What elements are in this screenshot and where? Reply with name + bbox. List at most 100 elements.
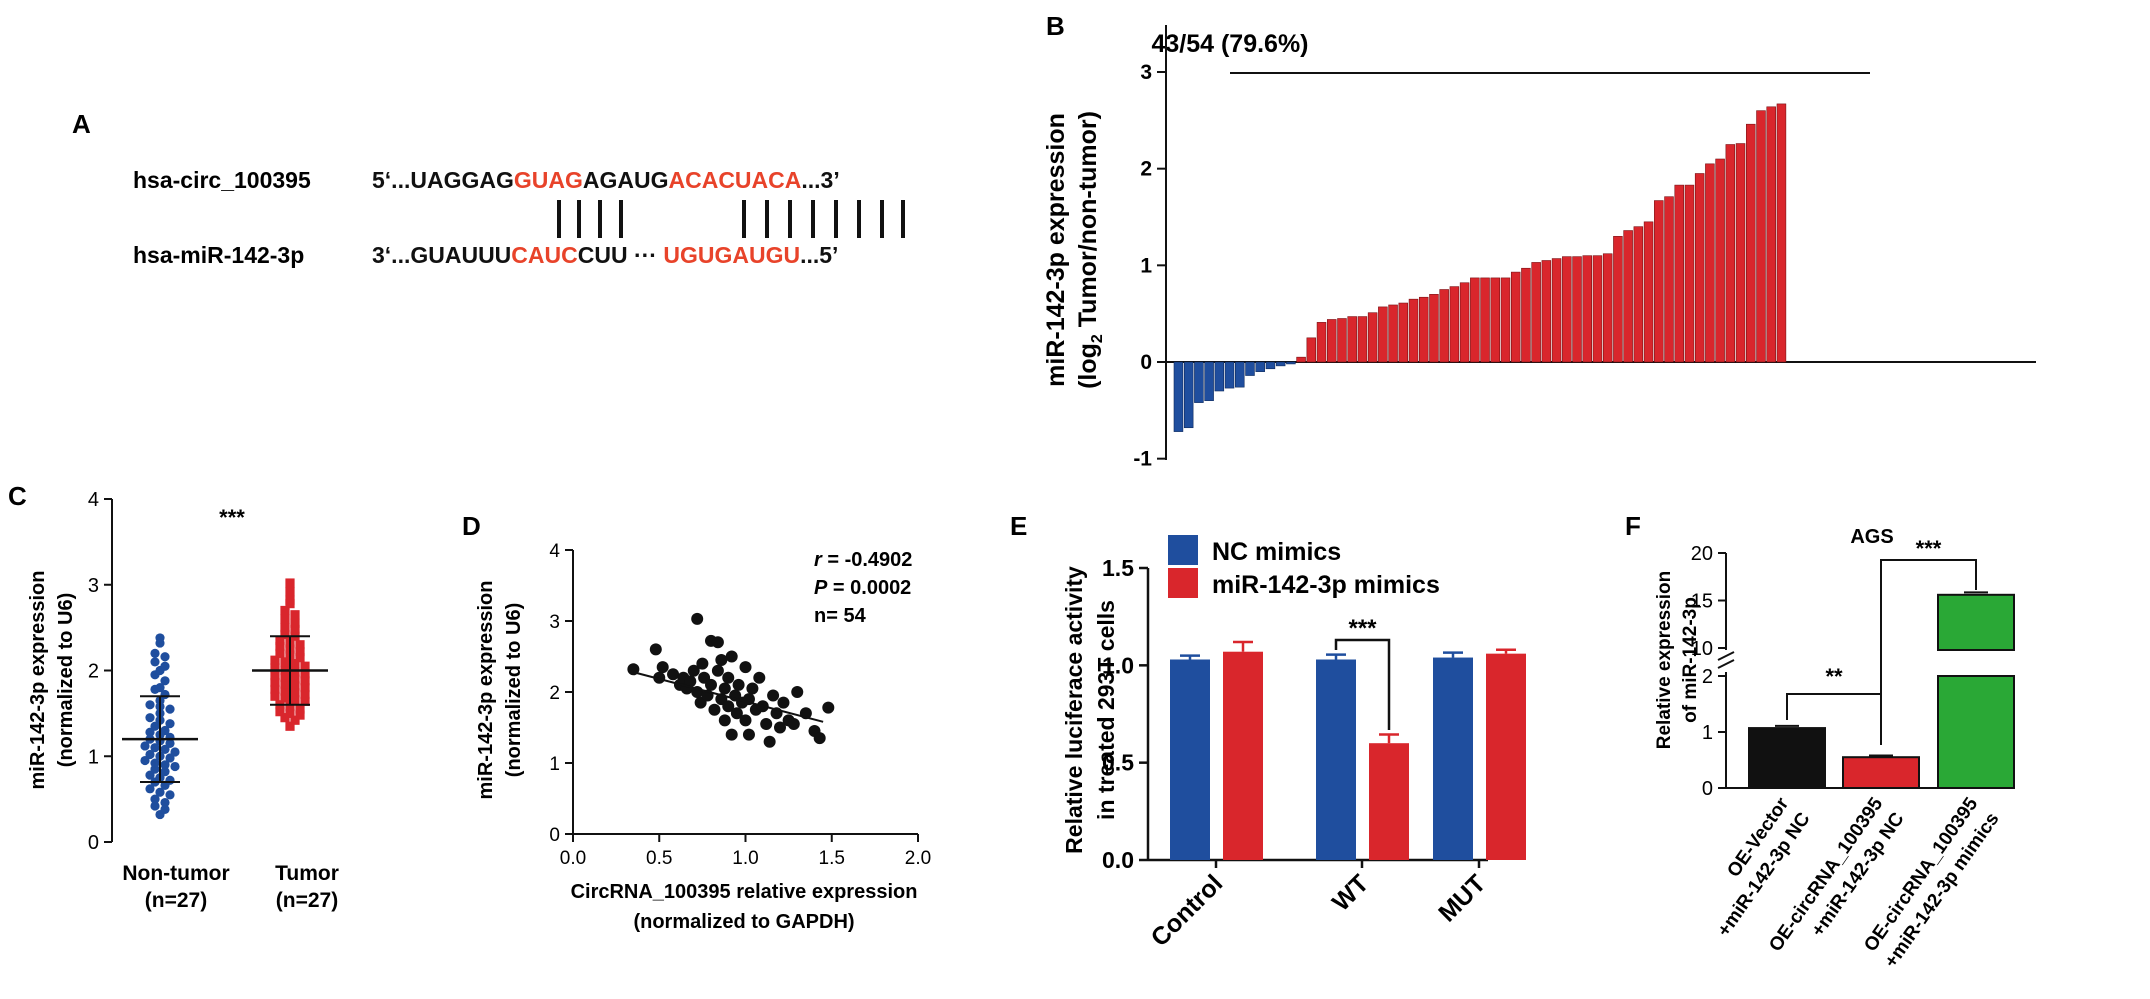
c-point-1-15: [290, 688, 300, 698]
e-ytick-label-1: 0.5: [1102, 750, 1134, 776]
f-xtick-label-1: OE-circRNA_100395+miR-142-3p NC: [1765, 794, 1908, 956]
circ-rna-name: hsa-circ_100395: [133, 167, 311, 193]
panel-b-waterfall-chart: B 43/54 (79.6%) miR-142-3p expression (l…: [1042, 11, 2036, 471]
c-point-1-36: [275, 641, 285, 652]
c-point-1-44: [280, 623, 290, 633]
b-bar-40: [1582, 255, 1593, 363]
e-axes: 0.0 0.5 1.0 1.5 Control WT MUT ***: [1102, 555, 1491, 952]
c-point-0-44: [155, 683, 165, 693]
e-legend: NC mimics miR-142-3p mimics: [1168, 535, 1440, 599]
c-point-0-16: [150, 758, 160, 768]
b-bar-43: [1613, 236, 1623, 363]
b-bar-3: [1204, 361, 1214, 401]
b-bar-28: [1459, 282, 1470, 363]
b-bar-15: [1327, 319, 1337, 363]
d-point-24: [718, 682, 731, 695]
d-ytick-label-0: 0: [549, 825, 560, 846]
c-point-1-49: [290, 610, 300, 620]
d-point-49: [791, 686, 804, 698]
f-bar-1: [1842, 756, 1920, 790]
c-point-1-2: [290, 715, 300, 725]
d-point-28: [725, 650, 738, 663]
circ-rna-sequence: 5‘...UAGGAGGUAGAGAUGACACUACA...3’: [372, 167, 840, 193]
c-ytick-label-4: 4: [88, 489, 99, 511]
b-bar-5: [1224, 361, 1235, 389]
d-point-43: [767, 689, 780, 702]
b-bar-37: [1551, 258, 1562, 363]
c-point-1-5: [295, 710, 305, 720]
f-ytick-low-label-2: 2: [1702, 666, 1713, 688]
c-group-label-1: Tumor: [275, 862, 339, 885]
c-point-1-9: [270, 691, 280, 701]
b-bar-8: [1255, 361, 1265, 372]
d-point-19: [711, 636, 724, 649]
b-bar-7: [1245, 361, 1255, 376]
c-point-0-36: [165, 719, 175, 729]
c-point-0-18: [170, 761, 180, 772]
circ-seg-1: GUAG: [514, 167, 583, 193]
b-bar-10: [1275, 361, 1286, 367]
b-bar-1: [1183, 361, 1194, 429]
c-point-1-30: [280, 657, 290, 667]
e-legend-swatch-mimics: [1168, 568, 1198, 598]
c-point-1-0: [285, 721, 295, 731]
d-xtick-label-2: 1.0: [732, 848, 758, 869]
c-point-0-34: [145, 713, 155, 723]
b-bar-35: [1531, 262, 1541, 363]
e-legend-mimics: miR-142-3p mimics: [1212, 571, 1440, 599]
b-bar-47: [1654, 200, 1664, 363]
e-ylabel-2: in treated 293T cells: [1093, 600, 1119, 820]
c-point-1-19: [290, 681, 300, 691]
e-sig-bracket: [1334, 638, 1391, 730]
c-point-0-51: [160, 652, 170, 662]
f-ylabel-1: Relative expression: [1654, 571, 1675, 749]
b-bar-31: [1490, 277, 1501, 363]
c-point-1-29: [270, 655, 280, 665]
panel-e-luciferase-chart: E Relative luciferace activity in treate…: [1010, 511, 1526, 952]
c-point-1-16: [300, 689, 310, 700]
b-bar-13: [1306, 337, 1317, 363]
c-point-0-4: [160, 797, 170, 808]
mir-seg-1: CAUC: [511, 242, 577, 268]
d-point-27: [725, 728, 738, 741]
b-bar-19: [1367, 312, 1378, 363]
e-legend-swatch-nc: [1168, 535, 1198, 565]
d-point-48: [787, 717, 800, 730]
c-point-1-27: [290, 667, 300, 677]
panel-f-expression-chart: F AGS Relative expression of miR-142-3p …: [1625, 511, 2015, 972]
c-group-label-0: Non-tumor: [122, 862, 229, 885]
c-point-1-11: [290, 695, 300, 705]
b-bar-26: [1439, 289, 1449, 363]
c-point-1-28: [300, 669, 310, 679]
e-bars: [1170, 640, 1526, 860]
b-bar-46: [1643, 221, 1654, 363]
e-sig-label: ***: [1348, 615, 1377, 642]
e-ytick-label-3: 1.5: [1102, 555, 1134, 581]
c-point-1-24: [300, 676, 310, 686]
f-bar-2: [1937, 675, 2015, 789]
b-bar-45: [1633, 226, 1644, 363]
b-bar-20: [1378, 306, 1388, 363]
b-bar-2: [1194, 361, 1204, 403]
d-point-41: [760, 717, 773, 730]
d-point-26: [722, 671, 735, 684]
d-stat-r: r = -0.4902: [814, 549, 912, 571]
b-bar-50: [1684, 184, 1695, 363]
f-sig-bracket-high: [1880, 559, 1977, 745]
b-bar-59: [1776, 103, 1787, 363]
d-point-8: [684, 675, 697, 688]
c-significance: ***: [219, 505, 245, 530]
c-point-0-46: [160, 676, 170, 686]
e-bar-1-1: [1369, 743, 1409, 860]
d-point-42: [763, 735, 776, 748]
c-ytick-label-2: 2: [88, 661, 99, 683]
c-point-0-25: [170, 747, 180, 757]
b-bar-56: [1746, 123, 1756, 363]
b-bar-23: [1408, 298, 1419, 363]
panel-c-label: C: [8, 481, 27, 511]
f-ytick-low-label-1: 1: [1702, 722, 1713, 744]
e-xtick-label-1: WT: [1327, 869, 1374, 916]
e-xtick-label-0: Control: [1146, 869, 1229, 952]
e-bar-2-1: [1486, 653, 1526, 860]
